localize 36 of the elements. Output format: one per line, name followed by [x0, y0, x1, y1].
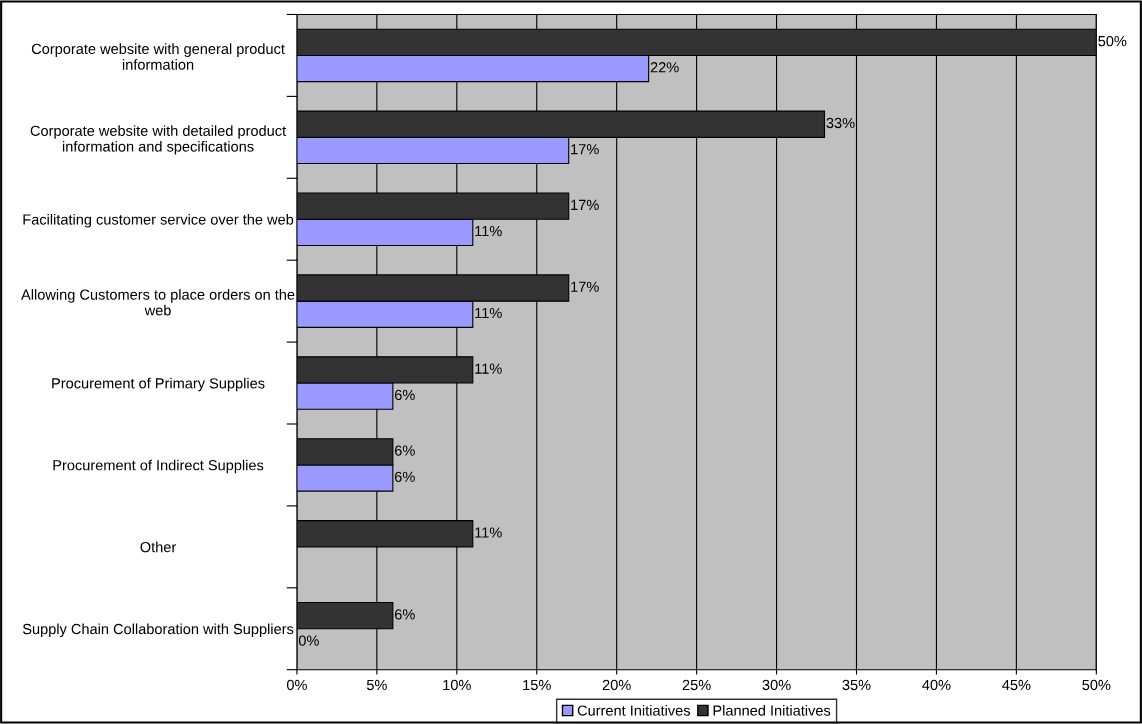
- legend-label: Current Initiatives: [577, 705, 691, 716]
- y-tick-label: Procurement of Primary Supplies: [52, 377, 265, 392]
- x-tick-label: 50%: [1082, 679, 1111, 691]
- x-tick-label: 35%: [842, 679, 871, 691]
- data-label: 17%: [571, 144, 599, 155]
- data-label: 11%: [475, 307, 502, 319]
- y-tick-label: Corporate website with general product information: [31, 43, 285, 70]
- data-label: 0%: [298, 635, 319, 646]
- legend-label: Planned Initiatives: [713, 705, 831, 716]
- y-tick-label: Allowing Customers to place orders on the web: [21, 289, 295, 316]
- x-tick-label: 10%: [443, 679, 471, 691]
- x-tick-label: 20%: [602, 679, 631, 691]
- y-tick-label: Other: [140, 541, 177, 553]
- x-tick-label: 30%: [762, 679, 791, 691]
- data-label: 11%: [475, 527, 502, 538]
- data-label: 6%: [394, 445, 415, 456]
- data-label: 6%: [394, 389, 415, 401]
- x-tick-label: 40%: [922, 679, 951, 691]
- y-tick-label: Corporate website with detailed product information and specifications: [30, 125, 287, 155]
- x-tick-label: 25%: [682, 679, 711, 691]
- data-label: 11%: [475, 363, 502, 374]
- data-label: 17%: [571, 199, 599, 210]
- data-label: 11%: [475, 225, 502, 237]
- data-label: 22%: [650, 62, 679, 73]
- y-tick-label: Supply Chain Collaboration with Suppliers: [22, 623, 294, 638]
- data-label: 17%: [571, 281, 599, 292]
- x-tick-label: 5%: [366, 679, 387, 691]
- data-label: 33%: [826, 117, 855, 129]
- x-tick-label: 15%: [523, 679, 551, 691]
- data-label: 6%: [394, 471, 415, 482]
- y-tick-label: Procurement of Indirect Supplies: [53, 459, 264, 474]
- x-tick-label: 45%: [1002, 679, 1031, 691]
- data-label: 6%: [394, 609, 415, 620]
- y-tick-label: Facilitating customer service over the web: [23, 213, 294, 228]
- data-label: 50%: [1098, 35, 1127, 47]
- x-tick-label: 0%: [286, 679, 307, 691]
